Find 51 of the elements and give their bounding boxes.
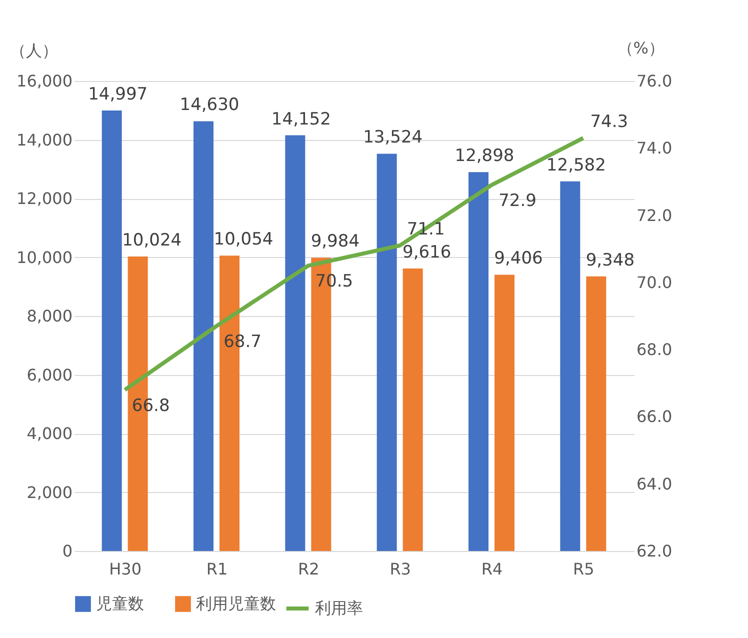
y-tick-label: 6,000 bbox=[26, 365, 72, 384]
y-axis-title: （人） bbox=[10, 41, 58, 60]
data-label: 12,898 bbox=[454, 146, 514, 166]
y-tick-label: 14,000 bbox=[16, 130, 72, 150]
y2-tick-label: 66.0 bbox=[636, 407, 672, 426]
data-label: 14,152 bbox=[271, 109, 331, 130]
data-label: 9,406 bbox=[494, 248, 543, 269]
y-tick-label: 12,000 bbox=[16, 189, 72, 208]
y2-tick-label: 76.0 bbox=[636, 72, 672, 90]
data-label: 13,524 bbox=[363, 128, 423, 148]
data-label: 72.9 bbox=[498, 191, 536, 212]
y-tick-label: 0 bbox=[62, 542, 72, 560]
y2-tick-label: 70.0 bbox=[636, 272, 672, 292]
bar bbox=[102, 110, 122, 551]
x-tick-label: R2 bbox=[298, 560, 320, 578]
data-label: 14,630 bbox=[180, 95, 240, 116]
x-tick-label: H30 bbox=[109, 560, 142, 578]
bar bbox=[586, 276, 606, 551]
legend-label: 利用率 bbox=[315, 598, 363, 618]
y2-axis-title: （%） bbox=[617, 38, 664, 58]
bar bbox=[402, 268, 423, 551]
y-tick-label: 10,000 bbox=[16, 248, 72, 267]
y2-tick-label: 62.0 bbox=[636, 542, 672, 560]
bar bbox=[560, 181, 580, 551]
bar bbox=[376, 154, 397, 551]
bar bbox=[494, 274, 514, 551]
y2-tick-label: 68.0 bbox=[636, 340, 672, 360]
y-tick-label: 2,000 bbox=[26, 482, 72, 502]
x-tick-label: R5 bbox=[573, 560, 594, 578]
data-label: 10,054 bbox=[214, 230, 274, 250]
legend-label: 利用児童数 bbox=[196, 594, 276, 613]
bar bbox=[194, 121, 214, 551]
data-label: 74.3 bbox=[590, 112, 628, 132]
bar bbox=[468, 172, 488, 551]
data-label: 12,582 bbox=[546, 155, 606, 176]
data-label: 14,997 bbox=[88, 84, 148, 104]
data-label: 9,616 bbox=[402, 242, 452, 263]
bar bbox=[285, 135, 306, 551]
y2-tick-label: 64.0 bbox=[636, 474, 672, 494]
legend-label: 児童数 bbox=[96, 594, 144, 613]
data-label: 10,024 bbox=[122, 230, 182, 251]
y2-tick-label: 72.0 bbox=[636, 206, 672, 225]
x-tick-label: R4 bbox=[481, 560, 503, 578]
data-label: 9,348 bbox=[586, 250, 635, 270]
y-tick-label: 4,000 bbox=[26, 424, 72, 443]
y2-tick-label: 74.0 bbox=[636, 138, 672, 158]
y-tick-label: 8,000 bbox=[26, 306, 72, 326]
x-tick-label: R3 bbox=[390, 560, 411, 578]
data-label: 9,984 bbox=[310, 232, 360, 252]
y-tick-label: 16,000 bbox=[16, 72, 72, 90]
x-tick-label: R1 bbox=[206, 560, 228, 578]
